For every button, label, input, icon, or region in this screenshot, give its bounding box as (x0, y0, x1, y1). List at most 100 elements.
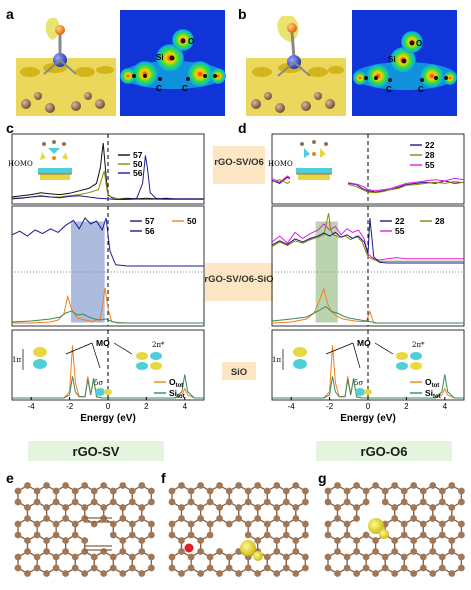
legend-label: 22 (425, 140, 435, 150)
carbon-atom (197, 537, 205, 544)
carbon-atom (263, 553, 271, 561)
carbon-atom (343, 531, 351, 539)
carbon-atom (128, 487, 136, 495)
carbon-atom (178, 537, 185, 544)
carbon-atom (14, 520, 22, 528)
legend-label: 22 (395, 216, 405, 226)
legend-label: 55 (395, 226, 405, 236)
carbon-atom (438, 498, 446, 506)
carbon-atom (324, 531, 332, 539)
carbon-atom (353, 515, 360, 522)
carbon-atom (33, 498, 41, 506)
carbon-atom (14, 498, 22, 506)
center-label-box-3 (222, 362, 256, 380)
carbon-atom (71, 564, 79, 572)
carbon-atom (400, 520, 408, 528)
panel-label-b: b (238, 6, 247, 22)
legend-label: 28 (425, 150, 435, 160)
carbon-atom (458, 487, 465, 495)
carbon-atom (43, 515, 50, 522)
panel-label-f: f (161, 470, 166, 486)
carbon-atom (458, 553, 465, 561)
carbon-atom (119, 570, 127, 577)
carbon-atom (71, 531, 79, 539)
carbon-atom (410, 482, 418, 489)
carbon-atom (391, 548, 399, 555)
legend-label: 50 (133, 159, 143, 169)
carbon-atom (381, 498, 389, 506)
carbon-atom (148, 498, 155, 506)
carbon-atom (372, 548, 379, 555)
carbon-atom (14, 564, 22, 572)
carbon-atom (187, 553, 195, 561)
carbon-atom (282, 531, 290, 539)
carbon-atom (138, 537, 146, 544)
x-tick-label: 4 (183, 402, 188, 411)
carbon-atom (400, 564, 408, 572)
carbon-atom (254, 515, 262, 522)
carbon-atom (343, 520, 351, 528)
carbon-atom (419, 498, 427, 506)
homo-label-d: HOMO (268, 160, 293, 168)
carbon-atom (372, 537, 379, 544)
density-map-b: O Si C C (352, 10, 457, 116)
carbon-atom (343, 553, 351, 561)
panel-label-d: d (238, 120, 247, 136)
legend-label: 56 (145, 226, 155, 236)
map-label-c1-a: C (156, 84, 162, 93)
carbon-atom (448, 548, 456, 555)
carbon-atom (400, 531, 408, 539)
carbon-atom (71, 487, 79, 495)
carbon-atom (24, 537, 31, 544)
carbon-atom (273, 570, 281, 577)
mo-pi-d: 1π (272, 356, 281, 364)
carbon-atom (128, 520, 136, 528)
carbon-atom (62, 570, 69, 577)
carbon-atom (168, 498, 176, 506)
carbon-atom (128, 531, 136, 539)
carbon-atom (119, 537, 127, 544)
carbon-atom (52, 487, 60, 495)
carbon-atom (187, 564, 195, 572)
carbon-atom (362, 531, 370, 539)
carbon-atom (343, 498, 351, 506)
carbon-atom (206, 531, 214, 539)
carbon-atom (334, 504, 341, 511)
carbon-atom (282, 498, 290, 506)
legend-label: 50 (187, 216, 197, 226)
carbon-atom (302, 564, 309, 572)
carbon-atom (128, 498, 136, 506)
carbon-atom (24, 482, 31, 489)
carbon-atom (178, 482, 185, 489)
carbon-atom (353, 537, 360, 544)
carbon-atom (292, 482, 300, 489)
carbon-atom (353, 548, 360, 555)
legend-label: 28 (435, 216, 445, 226)
carbon-atom (458, 564, 465, 572)
x-tick-label: 0 (106, 402, 111, 411)
carbon-atom (197, 570, 205, 577)
carbon-atom (138, 504, 146, 511)
carbon-atom (254, 537, 262, 544)
carbon-atom (128, 564, 136, 572)
carbon-atom (324, 553, 332, 561)
carbon-atom (410, 537, 418, 544)
carbon-atom (90, 498, 98, 506)
carbon-atom (458, 498, 465, 506)
carbon-atom (282, 553, 290, 561)
center-label-2: rGO-SV/O6-SiO (204, 274, 273, 285)
homo-inset-c: HOMO (8, 135, 86, 187)
carbon-atom (225, 553, 233, 561)
center-label-box-1 (213, 146, 265, 184)
carbon-atom (391, 504, 399, 511)
carbon-atom (448, 537, 456, 544)
carbon-atom (334, 482, 341, 489)
carbon-atom (419, 487, 427, 495)
carbon-atom (62, 504, 69, 511)
carbon-atom (273, 504, 281, 511)
carbon-atom (419, 531, 427, 539)
carbon-atom (458, 520, 465, 528)
carbon-atom (282, 487, 290, 495)
carbon-atom (353, 482, 360, 489)
